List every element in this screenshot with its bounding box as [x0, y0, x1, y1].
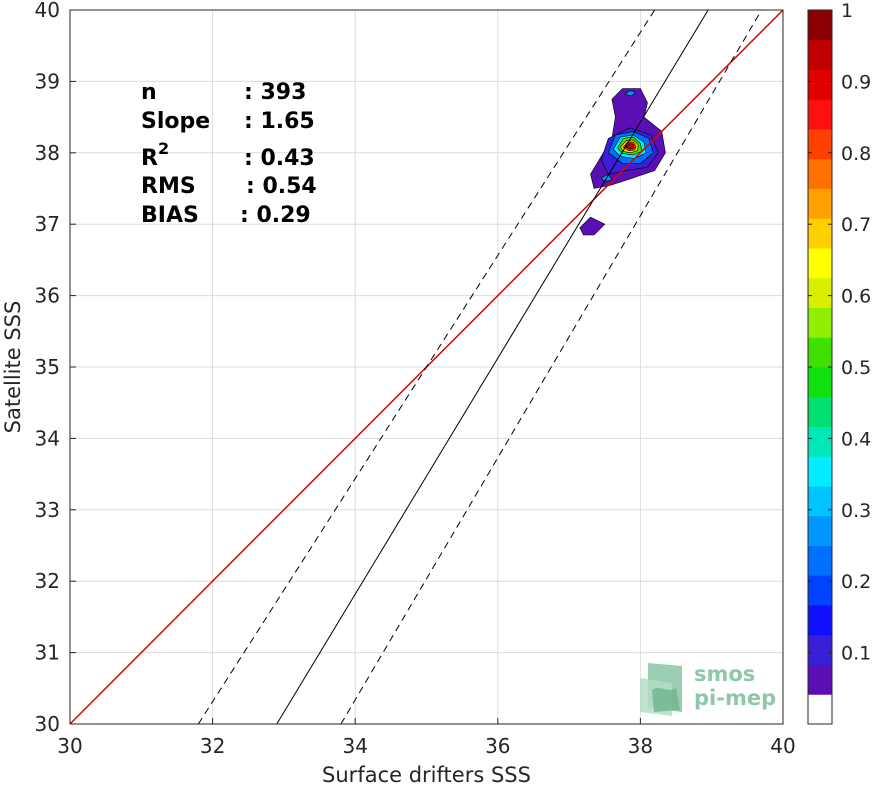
stat-value: : 0.43 — [244, 146, 315, 171]
colorbar-segment — [808, 188, 832, 219]
smos-pi-mep-logo: smos pi-mep — [640, 662, 776, 716]
density-contours — [579, 88, 666, 236]
x-tick-label: 30 — [57, 734, 82, 758]
y-tick-label: 31 — [35, 641, 60, 665]
colorbar-segment — [808, 10, 832, 41]
colorbar-segment — [808, 248, 832, 279]
colorbar-segment — [808, 307, 832, 338]
colorbar-tick-label: 0.5 — [841, 357, 871, 379]
colorbar-segment — [808, 634, 832, 665]
colorbar-tick-label: 0.4 — [841, 428, 871, 450]
colorbar-tick-label: 0.1 — [841, 643, 871, 665]
colorbar-segment — [808, 575, 832, 606]
colorbar-segment — [808, 426, 832, 457]
colorbar-segment — [808, 694, 832, 725]
contour-level — [579, 216, 606, 236]
colorbar: 0.1 0.2 0.3 0.4 0.5 0.6 0.7 0.8 0.9 1 — [807, 0, 871, 725]
colorbar-segment — [808, 129, 832, 160]
colorbar-tick-label: 0.7 — [841, 214, 871, 236]
colorbar-tick-label: 0.9 — [841, 71, 871, 93]
y-tick-label: 39 — [35, 69, 60, 93]
colorbar-tick-label: 0.8 — [841, 143, 871, 165]
x-tick-label: 40 — [770, 734, 795, 758]
logo-text-line1: smos — [694, 662, 755, 686]
colorbar-segment — [808, 545, 832, 576]
colorbar-segment — [808, 277, 832, 308]
stat-label: BIAS — [141, 203, 199, 228]
regression-bound-line — [340, 9, 763, 725]
stats-annotation: n : 393 Slope : 1.65 R2 : 0.43 RMS : 0.54 BIAS : … — [141, 80, 317, 228]
stat-label: R2 — [141, 139, 169, 171]
y-tick-label: 38 — [35, 141, 60, 165]
x-tick-label: 38 — [628, 734, 653, 758]
colorbar-segment — [808, 396, 832, 427]
y-tick-label: 33 — [35, 498, 60, 522]
stat-value: : 1.65 — [244, 109, 315, 134]
colorbar-tick-label: 0.2 — [841, 571, 871, 593]
colorbar-segment — [808, 486, 832, 517]
colorbar-segment — [808, 337, 832, 368]
x-tick-label: 32 — [200, 734, 225, 758]
regression-bound-line — [197, 9, 656, 725]
colorbar-segment — [808, 456, 832, 487]
colorbar-segment — [808, 39, 832, 70]
y-tick-label: 40 — [35, 0, 60, 22]
stat-label: Slope — [141, 109, 210, 134]
colorbar-segment — [808, 69, 832, 100]
logo-text-line2: pi-mep — [694, 686, 776, 710]
contour-level — [625, 143, 635, 150]
contour-level — [624, 90, 636, 96]
x-tick-labels: 30 32 34 36 38 40 — [57, 718, 796, 758]
colorbar-segment — [808, 367, 832, 398]
y-tick-labels: 30 31 32 33 34 35 36 37 38 39 40 — [35, 0, 76, 736]
colorbar-segment — [808, 664, 832, 695]
colorbar-segment — [808, 99, 832, 130]
colorbar-segment — [808, 605, 832, 636]
y-tick-label: 36 — [35, 284, 60, 308]
y-tick-label: 37 — [35, 212, 60, 236]
colorbar-tick-label: 0.6 — [841, 286, 871, 308]
colorbar-segment — [808, 158, 832, 189]
x-axis-label: Surface drifters SSS — [322, 763, 531, 787]
x-tick-label: 36 — [485, 734, 510, 758]
y-tick-label: 34 — [35, 426, 60, 450]
stat-label: RMS — [141, 174, 196, 199]
stat-superscript: 2 — [158, 139, 169, 158]
regression-line — [276, 9, 709, 725]
stat-value: : 393 — [244, 80, 306, 105]
y-tick-label: 32 — [35, 569, 60, 593]
regression-lines — [69, 9, 784, 725]
colorbar-segment — [808, 515, 832, 546]
x-tick-label: 34 — [342, 734, 367, 758]
y-axis-label: Satellite SSS — [1, 301, 25, 434]
stat-label: n — [141, 80, 157, 105]
logo-icon — [640, 663, 682, 716]
y-tick-label: 35 — [35, 355, 60, 379]
colorbar-tick-label: 1 — [841, 0, 853, 22]
colorbar-segment — [808, 218, 832, 249]
y-tick-label: 30 — [35, 712, 60, 736]
stat-value: : 0.29 — [240, 203, 311, 228]
colorbar-tick-label: 0.3 — [841, 500, 871, 522]
stat-value: : 0.54 — [246, 174, 317, 199]
